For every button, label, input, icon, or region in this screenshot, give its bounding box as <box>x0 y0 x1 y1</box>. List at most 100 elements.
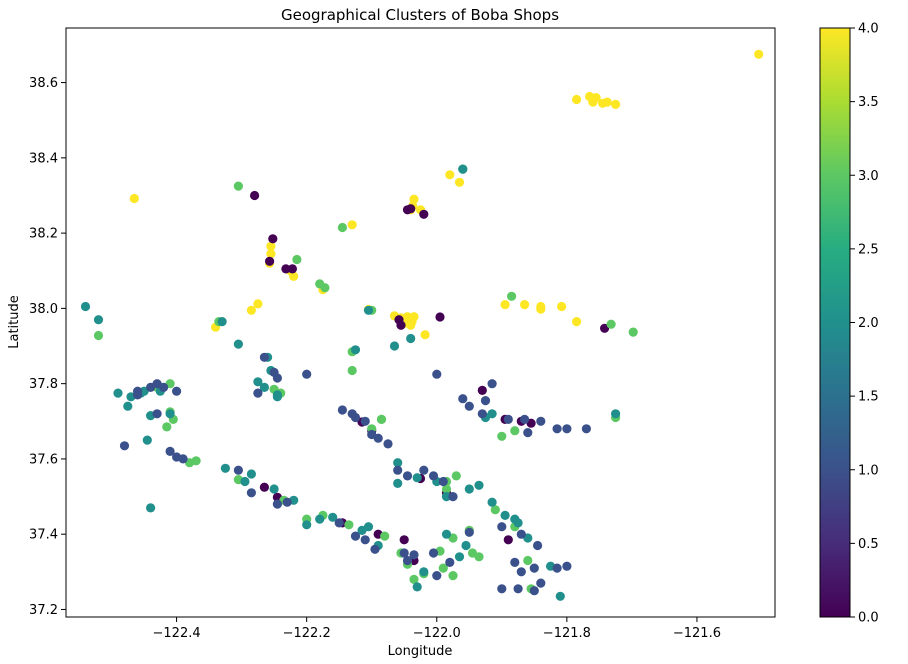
data-point <box>406 204 416 214</box>
data-point <box>581 424 592 434</box>
data-point <box>513 584 523 594</box>
y-tick-label: 38.4 <box>29 151 58 166</box>
data-point <box>454 177 465 187</box>
data-point <box>420 330 430 340</box>
data-point <box>419 567 429 577</box>
data-point <box>320 283 330 293</box>
data-point <box>428 471 439 481</box>
data-point <box>93 330 104 341</box>
data-point <box>451 471 461 481</box>
data-point <box>445 170 455 180</box>
data-point <box>350 345 361 355</box>
data-point <box>393 478 403 488</box>
x-tick-label: −121.8 <box>543 626 591 641</box>
colorbar-tick-label: 3.5 <box>858 95 879 110</box>
data-point <box>337 405 347 415</box>
data-point <box>552 563 562 573</box>
x-tick-label: −121.6 <box>673 626 721 641</box>
data-point <box>233 339 243 349</box>
data-point <box>490 505 500 515</box>
data-point <box>448 492 458 502</box>
data-point <box>454 552 465 562</box>
data-point <box>269 484 279 494</box>
data-point <box>80 301 91 312</box>
data-point <box>220 463 230 473</box>
data-point <box>347 365 357 376</box>
data-point <box>438 476 448 487</box>
data-point <box>464 484 474 494</box>
plot-frame <box>65 27 776 618</box>
data-point <box>497 522 507 532</box>
data-point <box>363 522 374 532</box>
data-point <box>389 341 400 351</box>
colorbar-tick-label: 3.0 <box>858 169 879 184</box>
data-point <box>287 264 297 274</box>
data-point <box>152 409 162 419</box>
points-layer <box>80 49 764 601</box>
data-point <box>500 510 510 520</box>
data-point <box>268 234 278 244</box>
y-tick-label: 37.4 <box>29 528 58 543</box>
data-point <box>233 465 243 475</box>
data-point <box>441 529 452 539</box>
data-point <box>253 299 263 309</box>
x-axis: −122.4 −122.2 −122.0 −121.8 −121.6 <box>153 617 721 641</box>
data-point <box>133 386 143 396</box>
data-point <box>402 471 413 481</box>
data-point <box>393 465 403 475</box>
data-point <box>370 544 380 554</box>
data-point <box>246 305 256 315</box>
data-point <box>448 571 458 581</box>
data-point <box>178 454 188 464</box>
data-point <box>119 441 130 451</box>
data-point <box>409 550 419 560</box>
data-point <box>458 394 468 404</box>
colorbar-tick-label: 0.0 <box>858 611 879 626</box>
data-point <box>402 555 413 566</box>
data-point <box>510 557 520 568</box>
data-point <box>302 369 312 379</box>
colorbar-tick-label: 2.5 <box>858 242 879 257</box>
data-point <box>520 300 530 310</box>
colorbar-tick-label: 2.0 <box>858 316 879 331</box>
data-point <box>523 428 533 438</box>
data-point <box>474 480 484 490</box>
data-point <box>611 99 621 109</box>
data-point <box>217 317 227 327</box>
colorbar-tick-label: 1.5 <box>858 390 879 405</box>
chart-title: Geographical Clusters of Boba Shops <box>281 6 559 24</box>
data-point <box>419 465 429 475</box>
data-point <box>507 291 517 301</box>
data-point <box>438 563 448 573</box>
data-point <box>602 97 612 107</box>
data-point <box>129 193 139 204</box>
data-point <box>464 527 474 537</box>
data-point <box>259 352 269 362</box>
data-point <box>552 424 562 434</box>
data-point <box>557 301 567 312</box>
data-point <box>516 529 526 539</box>
data-point <box>266 249 276 259</box>
data-point <box>360 535 370 545</box>
data-point <box>146 503 156 513</box>
data-point <box>474 552 484 562</box>
data-point <box>461 540 471 551</box>
y-axis: 37.2 37.4 37.6 37.8 38.0 38.2 38.4 38.6 <box>29 76 66 618</box>
data-point <box>246 488 256 498</box>
data-point <box>191 456 201 466</box>
data-point <box>269 367 279 377</box>
data-point <box>432 369 442 379</box>
data-point <box>513 518 523 528</box>
data-point <box>523 555 533 566</box>
data-point <box>555 591 565 601</box>
data-point <box>533 540 543 551</box>
data-point <box>497 584 507 594</box>
data-point <box>373 433 383 443</box>
data-point <box>480 396 491 406</box>
data-point <box>487 409 497 419</box>
data-point <box>435 312 445 322</box>
data-point <box>282 497 292 507</box>
data-point <box>383 439 393 449</box>
data-point <box>250 190 260 201</box>
